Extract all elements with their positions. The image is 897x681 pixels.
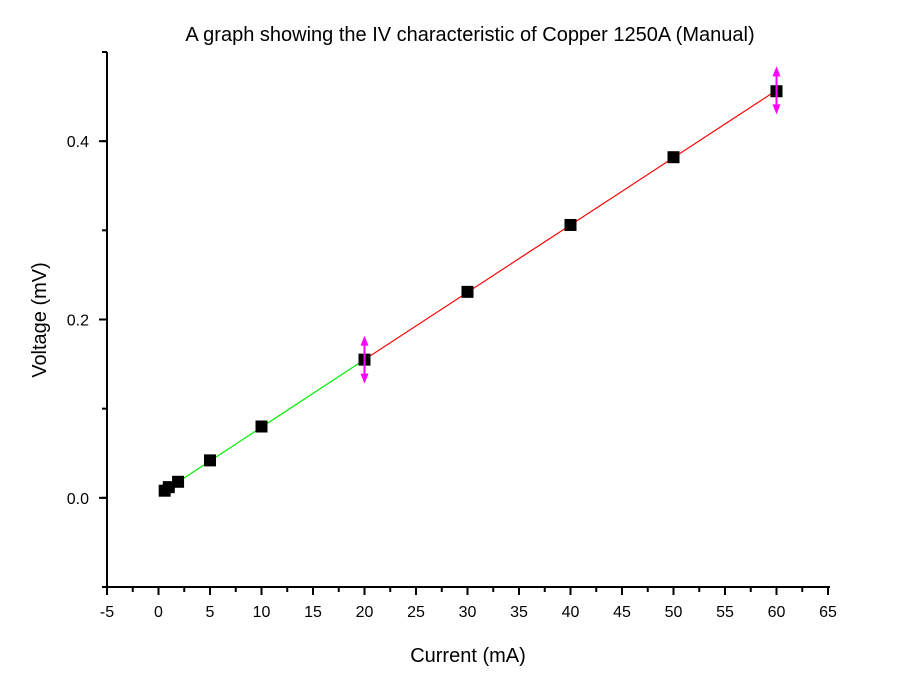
data-point <box>172 475 185 488</box>
data-point <box>667 151 680 164</box>
range-marker-arrow-up <box>772 66 781 77</box>
x-tick-label: -5 <box>100 604 114 621</box>
x-tick-label: 35 <box>510 604 528 621</box>
range-marker-arrow-icon <box>360 335 369 384</box>
x-tick-label: 60 <box>768 604 786 621</box>
x-axis-label: Current (mA) <box>410 645 526 667</box>
x-tick-label: 65 <box>819 604 837 621</box>
chart-title: A graph showing the IV characteristic of… <box>185 24 754 46</box>
data-point <box>162 481 175 494</box>
x-tick-label: 40 <box>562 604 580 621</box>
x-tick-label: 5 <box>206 604 215 621</box>
x-tick-label: 45 <box>613 604 631 621</box>
data-point <box>255 420 268 433</box>
data-point <box>564 218 577 231</box>
y-axis-label: Voltage (mV) <box>29 262 51 378</box>
data-point <box>461 285 474 298</box>
x-tick-label: 0 <box>154 604 163 621</box>
range-marker-arrow-up <box>360 335 369 346</box>
data-point <box>204 454 216 467</box>
y-tick-label: 0.2 <box>67 313 89 330</box>
x-tick-label: 10 <box>253 604 271 621</box>
range-marker-arrow-down <box>360 373 369 384</box>
x-tick-label: 25 <box>407 604 425 621</box>
axes: -5 0 5 10 15 20 25 30 35 40 45 50 55 60 65 0.0 0.2 0.4 <box>67 51 837 621</box>
plot-marks <box>158 66 783 497</box>
y-tick-label: 0.4 <box>67 134 89 151</box>
y-tick-label: 0.0 <box>67 491 89 508</box>
range-marker-arrow-icon <box>772 66 781 115</box>
x-tick-label: 50 <box>665 604 683 621</box>
x-tick-label: 55 <box>716 604 734 621</box>
x-tick-label: 15 <box>304 604 322 621</box>
x-tick-label: 30 <box>459 604 477 621</box>
x-tick-label: 20 <box>356 604 374 621</box>
range-marker-arrow-down <box>772 104 781 115</box>
